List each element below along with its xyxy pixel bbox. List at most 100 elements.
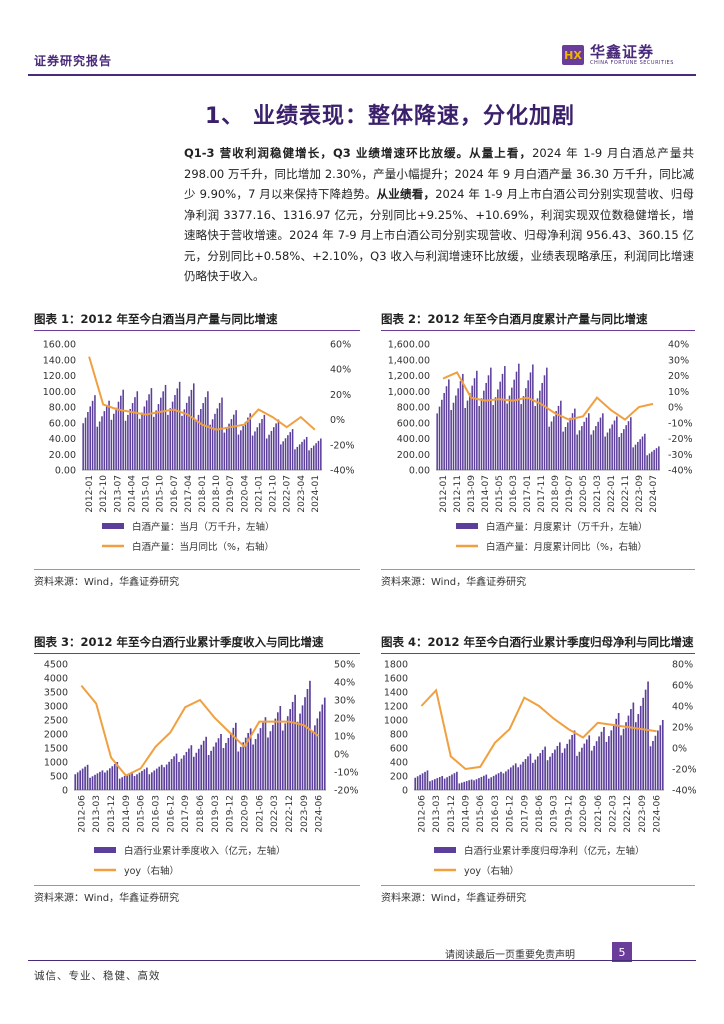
fig4-bar: [630, 709, 632, 790]
fig1-right-tick: 40%: [330, 365, 351, 376]
fig3-bar: [264, 717, 267, 790]
fig1-bar: [171, 401, 174, 470]
fig4-x-tick: 2018-06: [535, 795, 545, 833]
fig2-bar: [522, 396, 525, 470]
fig1-left-tick: 100.00: [43, 387, 76, 398]
fig2-bar: [564, 427, 567, 470]
fig1-bar: [287, 435, 289, 470]
fig4-bar: [573, 730, 576, 790]
fig3-bar: [143, 769, 146, 790]
fig3-x-tick: 2023-09: [300, 795, 310, 833]
fig4-bar: [632, 702, 635, 790]
fig3-bar: [163, 767, 166, 790]
fig2-bar: [536, 398, 539, 470]
fig4-bar: [659, 725, 662, 790]
fig1-x-tick: 2019-07: [226, 475, 236, 513]
logo-name-en: CHINA FORTUNE SECURITIES: [590, 60, 674, 66]
fig2-bar: [541, 382, 543, 470]
fig3-bar: [291, 701, 294, 790]
fig4-bar: [441, 776, 444, 790]
fig3-bar: [108, 768, 111, 790]
fig4-bar: [541, 749, 544, 790]
fig4-bar: [590, 750, 593, 790]
fig3-right-tick: 30%: [334, 696, 355, 707]
figure-4-title: 图表 4：2012 年至今白酒行业累计季度归母净利与同比增速: [381, 635, 694, 649]
fig4-bar: [561, 752, 564, 790]
fig2-x-tick: 2012-01: [439, 475, 449, 513]
fig1-bar: [117, 401, 120, 470]
fig4-bar: [612, 724, 615, 790]
fig1-bar: [272, 427, 275, 470]
fig3-bar: [281, 730, 284, 790]
fig3-bar: [178, 762, 180, 790]
fig2-bar: [532, 364, 534, 470]
fig2-bar: [480, 398, 483, 470]
fig4-bar: [583, 743, 586, 790]
fig4-bar: [438, 777, 441, 790]
fig4-bar: [529, 753, 532, 790]
fig4-bar: [603, 727, 605, 790]
fig4-x-tick: 2021-06: [594, 795, 604, 833]
fig4-bar: [456, 771, 458, 790]
fig2-left-tick: 800.00: [397, 403, 430, 414]
fig4-bar: [500, 771, 502, 790]
fig1-bar: [230, 419, 233, 470]
fig2-x-tick: 2020-05: [579, 475, 589, 513]
fig4-bar: [514, 763, 517, 790]
fig1-bar: [308, 450, 310, 470]
fig1-bar: [157, 404, 160, 470]
fig2-bar: [548, 426, 550, 470]
fig4-bar: [608, 736, 610, 790]
fig3-bar: [101, 770, 104, 790]
fig3-x-tick: 2022-03: [270, 795, 280, 833]
fig3-bar: [234, 722, 237, 790]
fig4-bar: [443, 778, 446, 790]
fig1-bar: [96, 426, 99, 470]
fig4-bar: [566, 743, 569, 790]
fig2-bar: [597, 421, 599, 470]
fig3-bar: [74, 774, 77, 790]
fig1-bar: [108, 400, 110, 470]
fig1-left-tick: 160.00: [43, 340, 76, 351]
fig1-bar: [129, 408, 132, 470]
figure-3-top-rule: [34, 653, 360, 654]
fig3-bar: [284, 723, 287, 790]
fig4-bar: [483, 775, 485, 790]
fig1-bar: [207, 391, 209, 470]
fig4-legend-bar-swatch: [434, 847, 456, 853]
fig3-bar: [118, 778, 121, 790]
fig4-bar: [595, 741, 598, 790]
fig4-right-tick: -20%: [672, 765, 697, 776]
fig1-x-tick: 2017-04: [184, 475, 194, 513]
fig1-x-tick: 2021-01: [254, 475, 264, 513]
fig1-bar: [115, 407, 117, 470]
fig1-bar: [254, 431, 256, 470]
fig2-x-tick: 2014-07: [481, 475, 491, 513]
figure-1-bottom-rule: [34, 569, 360, 570]
fig4-bar: [431, 780, 434, 790]
fig3-bar: [99, 771, 101, 790]
fig4-bar: [468, 780, 470, 790]
fig3-bar: [150, 772, 153, 790]
page-number: 5: [612, 942, 632, 962]
fig2-x-tick: 2018-09: [551, 475, 561, 513]
fig1-left-tick: 120.00: [43, 371, 76, 382]
fig3-bar: [217, 738, 220, 790]
fig1-x-tick: 2014-04: [127, 475, 137, 513]
fig2-right-tick: -20%: [668, 434, 693, 445]
fig3-bar: [170, 759, 173, 790]
fig1-bar: [256, 427, 259, 470]
paragraph-lead: Q1-3 营收利润稳健增长，Q3 业绩增速环比放缓。从量上看，: [184, 146, 533, 160]
fig3-bar: [197, 748, 200, 790]
fig3-right-tick: 0%: [334, 750, 349, 761]
fig3-bar: [321, 704, 324, 790]
fig3-bar: [316, 718, 319, 790]
fig2-left-tick: 1,200.00: [388, 371, 430, 382]
fig4-bar: [505, 771, 507, 790]
fig2-bar: [557, 405, 560, 470]
fig3-bar: [148, 774, 151, 790]
logo-name-cn: 华鑫证券: [590, 43, 655, 61]
fig1-bar: [301, 441, 303, 470]
fig4-bar: [487, 778, 490, 790]
fig3-left-tick: 1500: [44, 744, 68, 755]
